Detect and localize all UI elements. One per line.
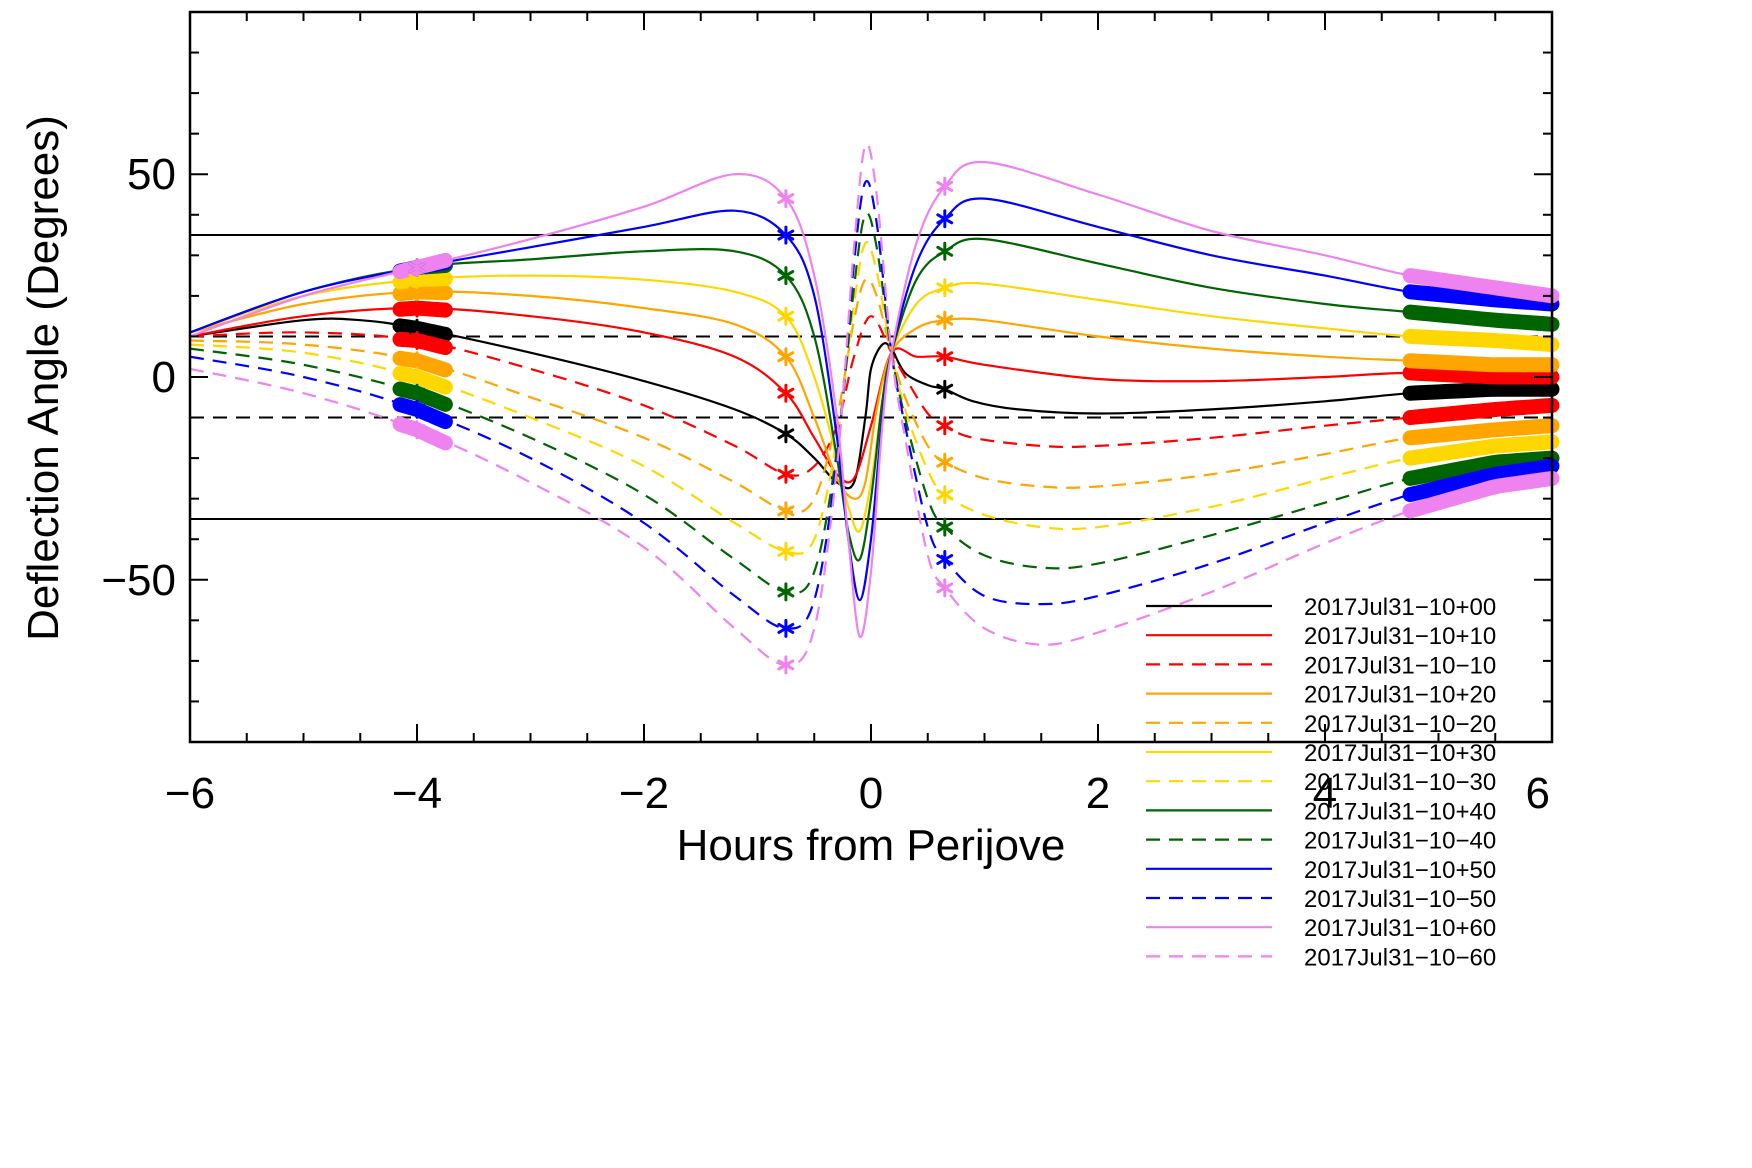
- marker-band: [392, 271, 453, 290]
- marker-band: [1402, 434, 1560, 466]
- legend-label: 2017Jul31−10−10: [1304, 652, 1496, 679]
- marker-band: [1402, 397, 1560, 426]
- marker-band: [1402, 353, 1560, 373]
- x-tick-label: 4: [1313, 769, 1337, 818]
- star-marker: [777, 225, 795, 245]
- legend-label: 2017Jul31−10+60: [1304, 915, 1496, 942]
- y-tick-label: −50: [101, 556, 176, 605]
- star-marker: [936, 578, 954, 598]
- series-line: [190, 306, 1552, 484]
- star-marker: [777, 189, 795, 209]
- star-marker: [936, 550, 954, 569]
- series-line: [190, 179, 1552, 630]
- star-marker: [936, 347, 954, 367]
- star-marker: [777, 541, 795, 561]
- legend: 2017Jul31−10+002017Jul31−10+102017Jul31−…: [1146, 594, 1496, 971]
- legend-label: 2017Jul31−10+10: [1304, 623, 1496, 650]
- star-marker: [936, 310, 954, 330]
- marker-band: [1402, 365, 1560, 385]
- marker-band: [392, 252, 453, 280]
- x-tick-label: 0: [859, 769, 883, 818]
- star-marker: [777, 582, 795, 602]
- marker-band: [1402, 458, 1560, 503]
- star-marker: [777, 618, 795, 638]
- star-marker: [408, 331, 426, 350]
- tick-labels: −6 −4 −2 0 2 4 6 −50 0 50: [101, 150, 1550, 818]
- marker-band: [1402, 284, 1560, 312]
- series-line: [190, 142, 1552, 667]
- star-marker: [408, 399, 426, 419]
- y-axis-title: Deflection Angle (Degrees): [19, 115, 68, 641]
- series-line: [190, 241, 1552, 555]
- x-tick-label: −2: [619, 769, 669, 818]
- legend-label: 2017Jul31−10+20: [1304, 682, 1496, 709]
- star-marker: [408, 351, 426, 371]
- star-marker: [777, 464, 795, 484]
- star-marker: [936, 176, 954, 196]
- star-marker: [777, 266, 795, 286]
- marker-band: [1402, 450, 1560, 486]
- marker-band: [392, 318, 453, 342]
- marker-band: [1402, 418, 1560, 446]
- series-line: [190, 212, 1552, 595]
- series-line: [190, 237, 1552, 562]
- star-marker: [408, 298, 426, 318]
- star-marker: [936, 241, 954, 261]
- marker-bands: [392, 252, 1560, 519]
- legend-label: 2017Jul31−10−30: [1304, 769, 1496, 796]
- legend-label: 2017Jul31−10+50: [1304, 857, 1496, 884]
- star-marker: [936, 517, 954, 537]
- star-marker: [408, 420, 426, 440]
- marker-band: [1402, 381, 1560, 401]
- marker-band: [392, 300, 453, 318]
- star-marker: [936, 209, 954, 229]
- marker-band: [1402, 470, 1560, 519]
- star-marker: [408, 367, 426, 387]
- axis-ticks: [189, 11, 1553, 743]
- star-marker: [408, 383, 426, 403]
- legend-label: 2017Jul31−10−50: [1304, 886, 1496, 913]
- star-markers: [408, 176, 954, 675]
- legend-label: 2017Jul31−10−20: [1304, 711, 1496, 738]
- legend-label: 2017Jul31−10+30: [1304, 740, 1496, 767]
- star-marker: [408, 258, 426, 277]
- x-tick-label: −4: [392, 769, 442, 818]
- star-marker: [936, 452, 954, 472]
- legend-label: 2017Jul31−10−60: [1304, 944, 1496, 971]
- series-line: [190, 197, 1552, 602]
- marker-band: [1402, 328, 1560, 353]
- star-marker: [777, 424, 795, 444]
- star-marker: [777, 306, 795, 326]
- y-tick-label: 0: [152, 353, 176, 402]
- series-line: [190, 290, 1552, 500]
- series-line: [190, 160, 1552, 639]
- marker-band: [392, 331, 453, 356]
- y-tick-label: 50: [127, 150, 176, 199]
- x-tick-label: 2: [1086, 769, 1110, 818]
- legend-label: 2017Jul31−10+00: [1304, 594, 1496, 621]
- series-line: [190, 317, 1552, 490]
- marker-band: [392, 284, 453, 302]
- marker-band: [1402, 304, 1560, 332]
- series-layer: [190, 142, 1552, 667]
- star-marker: [936, 379, 954, 399]
- marker-band: [1402, 268, 1560, 304]
- x-tick-label: −6: [165, 769, 215, 818]
- star-marker: [936, 278, 954, 298]
- star-marker: [936, 416, 954, 436]
- series-line: [190, 277, 1552, 514]
- legend-label: 2017Jul31−10−40: [1304, 828, 1496, 855]
- series-line: [190, 315, 1552, 477]
- star-marker: [777, 655, 795, 675]
- reference-lines: [190, 234, 1552, 520]
- legend-label: 2017Jul31−10+40: [1304, 798, 1496, 825]
- star-marker: [777, 501, 795, 521]
- series-line: [190, 274, 1552, 533]
- star-marker: [777, 383, 795, 403]
- x-axis-title: Hours from Perijove: [677, 821, 1066, 870]
- x-tick-label: 6: [1526, 769, 1550, 818]
- star-marker: [777, 347, 795, 367]
- star-marker: [936, 485, 954, 505]
